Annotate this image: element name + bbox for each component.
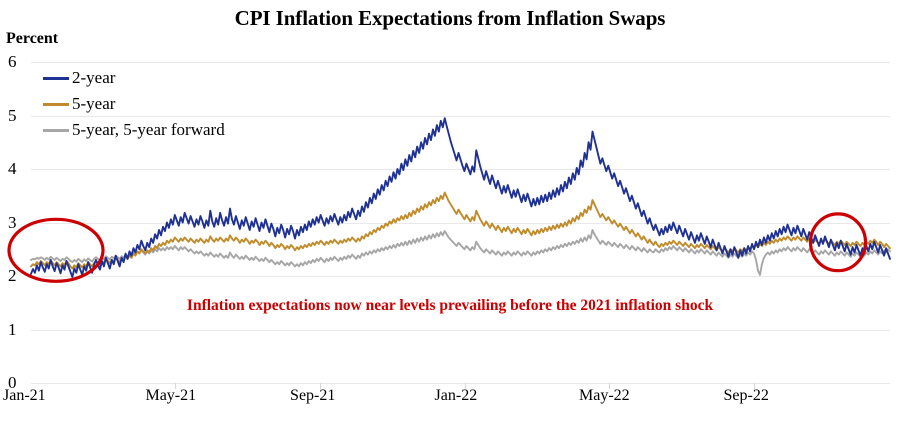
right-highlight-ellipse — [808, 212, 868, 273]
x-tick-jan-21: Jan-21 — [3, 387, 46, 404]
gridline-4 — [31, 169, 890, 170]
legend-swatch-icon — [43, 76, 69, 80]
y-tick-0: 0 — [8, 373, 17, 392]
gridline-1 — [31, 329, 890, 331]
x-tick-sep-21: Sep-21 — [290, 387, 336, 404]
legend-swatch-icon — [43, 128, 69, 132]
legend-swatch-icon — [43, 102, 69, 106]
y-tick-1: 1 — [8, 319, 17, 339]
y-tick-5: 5 — [8, 105, 17, 125]
x-tick-jan-22: Jan-22 — [434, 387, 478, 404]
x-tick-mark-jan-22 — [464, 383, 466, 389]
legend-label: 5-year, 5-year forward — [72, 120, 225, 139]
annotation-inflation-shock-note: Inflation expectations now near levels p… — [186, 297, 714, 314]
series-line-2-year — [30, 117, 891, 279]
chart-legend: 2-year 5-year 5-year, 5-year forward — [43, 68, 225, 140]
series-line-5-year-5-year-forward — [30, 229, 891, 276]
legend-item-5-year-5-year-forward[interactable]: 5-year, 5-year forward — [43, 120, 225, 140]
x-tick-mark-may-21 — [175, 383, 177, 389]
plot-area — [7, 62, 891, 384]
x-tick-mark-may-22 — [609, 383, 611, 389]
y-tick-4: 4 — [8, 159, 17, 178]
gridline-2 — [31, 276, 890, 277]
gridline-6 — [31, 62, 890, 63]
y-tick-3: 3 — [8, 212, 17, 232]
highlight-ellipses — [7, 212, 868, 283]
chart-title: CPI Inflation Expectations from Inflatio… — [234, 6, 666, 30]
x-tick-mark-sep-22 — [753, 383, 755, 389]
x-tick-mark-sep-21 — [320, 383, 322, 389]
x-tick-may-21: May-21 — [145, 387, 197, 404]
y-axis-label: Percent — [6, 30, 59, 47]
legend-item-2-year[interactable]: 2-year — [43, 68, 225, 88]
y-tick-2: 2 — [8, 266, 17, 285]
series-lines — [30, 117, 891, 279]
x-tick-may-22: May-22 — [579, 387, 630, 404]
gridline-5 — [31, 115, 890, 117]
x-tick-sep-22: Sep-22 — [723, 387, 769, 404]
legend-label: 5-year — [72, 94, 116, 113]
left-highlight-ellipse — [7, 217, 105, 283]
legend-item-5-year[interactable]: 5-year — [43, 94, 225, 114]
gridline-3 — [31, 222, 890, 224]
gridline-0 — [31, 383, 890, 384]
legend-label: 2-year — [72, 68, 116, 87]
y-tick-6: 6 — [8, 52, 17, 71]
